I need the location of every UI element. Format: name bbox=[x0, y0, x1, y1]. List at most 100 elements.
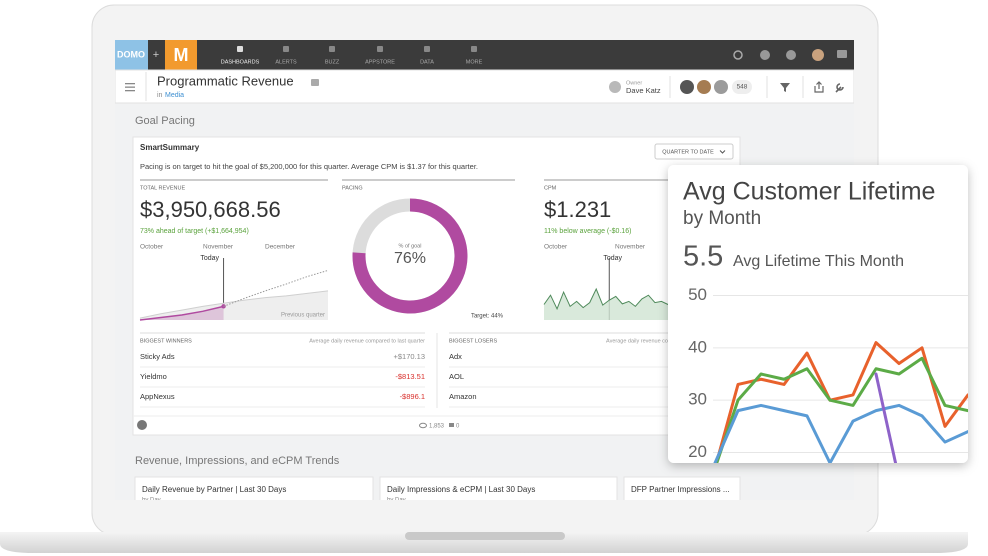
follower-avatar bbox=[714, 80, 728, 94]
summary-text: Pacing is on target to hit the goal of $… bbox=[140, 162, 478, 171]
search-icon[interactable] bbox=[733, 50, 743, 60]
y-tick-label: 40 bbox=[688, 337, 707, 356]
metric-value: $1.231 bbox=[544, 197, 611, 222]
line bbox=[713, 356, 968, 463]
row-name: AOL bbox=[449, 372, 464, 381]
comments-count: 0 bbox=[456, 424, 460, 430]
row-name: Sticky Ads bbox=[140, 352, 175, 361]
filter-icon[interactable] bbox=[780, 83, 790, 92]
user-avatar[interactable] bbox=[812, 49, 824, 61]
nav-icon bbox=[424, 46, 430, 52]
row-name: Yieldmo bbox=[140, 372, 167, 381]
tables: Sticky Ads +$170.13 Yieldmo -$813.51 AppNexu… bbox=[140, 352, 733, 408]
app-logo[interactable] bbox=[165, 40, 197, 70]
nav-item[interactable]: ALERTS bbox=[275, 59, 297, 65]
donut-caption: % of goal bbox=[399, 243, 422, 249]
table-note: Average daily revenue compared to last q… bbox=[309, 338, 425, 344]
trend-card[interactable] bbox=[623, 476, 741, 517]
help-icon[interactable] bbox=[786, 50, 796, 60]
overlay-title: Avg Customer Lifetime bbox=[683, 178, 935, 206]
range-button-label: QUARTER TO DATE bbox=[662, 149, 714, 155]
nav-items: DASHBOARDS ALERTS BUZZ APPSTORE DATA MORE bbox=[221, 46, 483, 65]
line bbox=[713, 403, 968, 463]
followers-badge[interactable] bbox=[732, 80, 752, 94]
section-heading: Revenue, Impressions, and eCPM Trends bbox=[135, 455, 340, 467]
nav-item[interactable]: BUZZ bbox=[325, 59, 340, 65]
nav-item[interactable]: APPSTORE bbox=[365, 59, 395, 65]
donut-value: 76% bbox=[394, 250, 426, 267]
target-label: Target: 44% bbox=[471, 314, 504, 320]
domo-logo[interactable] bbox=[115, 40, 148, 70]
follower-avatar bbox=[697, 80, 711, 94]
overlay-kpi: 5.5 bbox=[683, 241, 723, 273]
metric-delta: 11% below average (-$0.16) bbox=[544, 228, 631, 235]
row-value: +$170.13 bbox=[394, 352, 426, 361]
month-label: December bbox=[265, 244, 296, 251]
area bbox=[140, 306, 224, 320]
line bbox=[874, 372, 901, 463]
table-title: BIGGEST WINNERS bbox=[140, 338, 192, 344]
menu-icon[interactable] bbox=[125, 83, 135, 92]
y-tick-label: 30 bbox=[688, 390, 707, 409]
cpm-chart bbox=[543, 258, 669, 320]
views-icon bbox=[419, 422, 427, 429]
lock-icon bbox=[311, 79, 319, 86]
nav-icon bbox=[377, 46, 383, 52]
dropdown-caret bbox=[719, 150, 726, 154]
nav-item[interactable]: DASHBOARDS bbox=[221, 59, 260, 65]
line bbox=[223, 269, 329, 307]
pacing-donut: 76% bbox=[352, 198, 468, 314]
share-icon[interactable] bbox=[814, 81, 824, 93]
donut-arc bbox=[352, 198, 468, 314]
row-name: Amazon bbox=[449, 392, 477, 401]
trend-title: Daily Impressions & eCPM | Last 30 Days bbox=[387, 485, 535, 494]
revenue-chart bbox=[139, 258, 329, 321]
nav-icon bbox=[237, 46, 243, 52]
wrench-icon[interactable] bbox=[835, 83, 844, 93]
month-label: October bbox=[544, 244, 568, 251]
nav-icon bbox=[471, 46, 477, 52]
line bbox=[139, 290, 329, 319]
row-name: AppNexus bbox=[140, 392, 175, 401]
metric-label: CPM bbox=[544, 185, 557, 191]
metric-label: PACING bbox=[342, 185, 363, 191]
overlay-kpi-label: Avg Lifetime This Month bbox=[733, 253, 904, 270]
logo-plus: + bbox=[153, 49, 159, 61]
overlay-card bbox=[668, 165, 968, 463]
row-value: -$813.51 bbox=[395, 372, 425, 381]
app-logo-text: M bbox=[174, 45, 189, 65]
page-title: Programmatic Revenue bbox=[157, 73, 294, 88]
y-tick-label: 20 bbox=[688, 442, 707, 461]
trend-title: DFP Partner Impressions ... bbox=[631, 485, 730, 494]
line bbox=[543, 287, 669, 311]
footer-avatar bbox=[137, 420, 147, 430]
laptop-notch bbox=[405, 532, 565, 540]
trend-card[interactable] bbox=[134, 476, 374, 517]
trend-subtitle: by Day bbox=[387, 498, 406, 504]
line bbox=[139, 305, 224, 321]
nav-icon bbox=[283, 46, 289, 52]
trend-title: Daily Revenue by Partner | Last 30 Days bbox=[142, 485, 286, 494]
add-icon[interactable] bbox=[760, 50, 770, 60]
metric-value: $3,950,668.56 bbox=[140, 197, 281, 222]
top-nav bbox=[115, 40, 854, 70]
location-link[interactable]: Media bbox=[165, 92, 184, 99]
overlay-subtitle: by Month bbox=[683, 208, 761, 229]
chat-icon[interactable] bbox=[837, 50, 847, 58]
logo-text: DOMO bbox=[117, 49, 145, 59]
screen: DOMO + M DASHBOARDS ALERTS BUZZ APPSTORE DAT… bbox=[115, 40, 854, 517]
followers-count: 548 bbox=[737, 84, 748, 91]
nav-item[interactable]: MORE bbox=[466, 59, 483, 65]
area bbox=[544, 289, 668, 320]
section-heading: Goal Pacing bbox=[135, 115, 195, 127]
card-title: SmartSummary bbox=[140, 143, 200, 152]
y-tick-label: 50 bbox=[688, 285, 707, 304]
metric-delta: 73% ahead of target (+$1,664,954) bbox=[140, 228, 249, 235]
month-label: October bbox=[140, 244, 164, 251]
trend-card[interactable] bbox=[379, 476, 618, 517]
nav-item[interactable]: DATA bbox=[420, 59, 434, 65]
today-label: Today bbox=[200, 255, 219, 262]
metric-label: TOTAL REVENUE bbox=[140, 185, 185, 191]
range-button[interactable] bbox=[654, 143, 734, 160]
overlay-content: Avg Customer Lifetime by Month 5.5 Avg L… bbox=[683, 178, 968, 463]
